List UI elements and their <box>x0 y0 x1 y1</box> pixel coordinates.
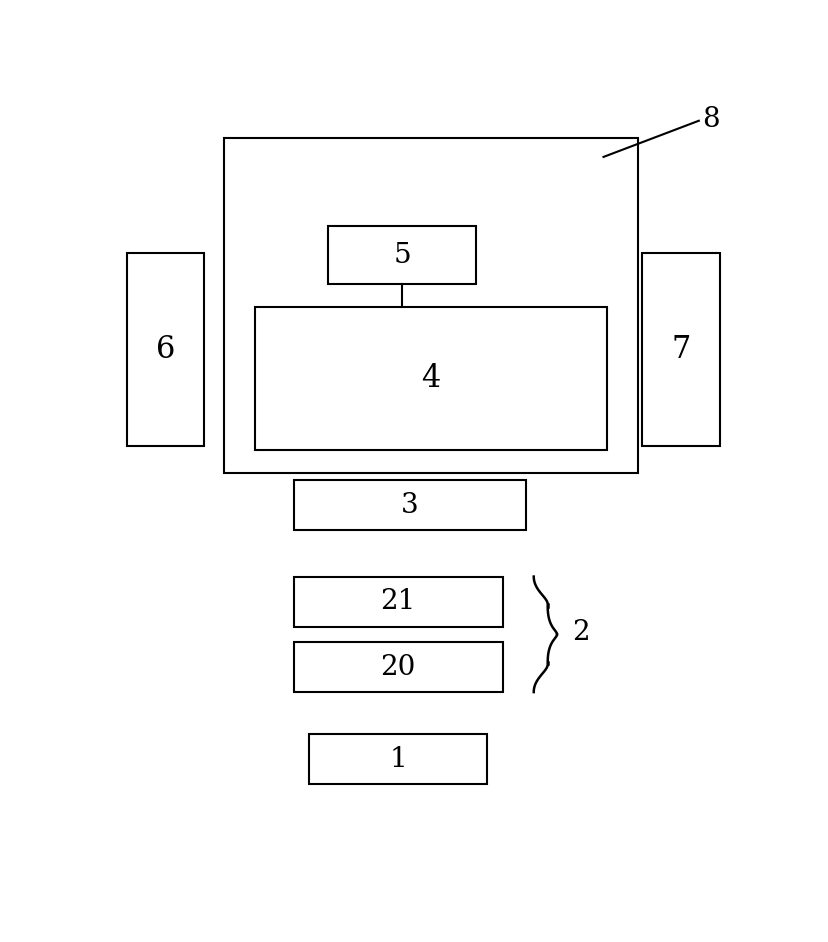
Bar <box>127 253 205 446</box>
Text: 6: 6 <box>156 333 175 365</box>
Text: 21: 21 <box>380 588 416 615</box>
Bar <box>309 735 487 785</box>
Text: 3: 3 <box>401 492 418 519</box>
Text: 4: 4 <box>421 363 440 394</box>
Bar <box>293 480 525 530</box>
Bar <box>328 226 475 284</box>
Bar <box>254 307 607 449</box>
Text: 2: 2 <box>572 619 590 646</box>
Text: 7: 7 <box>671 333 690 365</box>
Bar <box>642 253 719 446</box>
Bar <box>293 642 502 692</box>
Text: 1: 1 <box>389 746 407 773</box>
Text: 8: 8 <box>701 106 719 133</box>
Bar <box>224 138 638 473</box>
Text: 20: 20 <box>380 654 416 680</box>
Text: 5: 5 <box>392 241 411 268</box>
Bar <box>293 577 502 626</box>
